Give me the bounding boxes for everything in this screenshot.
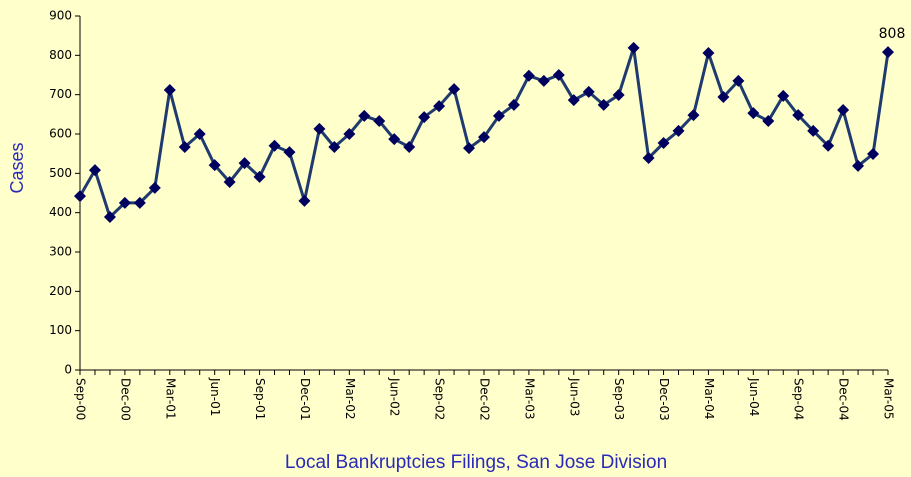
data-point bbox=[702, 46, 715, 59]
x-tick-label: Jun-02 bbox=[388, 377, 402, 416]
data-point bbox=[627, 41, 640, 54]
data-point bbox=[762, 115, 775, 128]
y-tick-label: 500 bbox=[49, 166, 72, 180]
data-point bbox=[837, 104, 850, 117]
x-tick-label: Mar-02 bbox=[343, 378, 357, 419]
y-tick-label: 100 bbox=[49, 323, 72, 337]
data-point bbox=[433, 100, 446, 113]
x-tick-label: Dec-03 bbox=[657, 378, 671, 421]
data-point bbox=[522, 69, 535, 82]
x-tick-label: Sep-01 bbox=[253, 378, 267, 420]
x-tick-label: Dec-01 bbox=[298, 378, 312, 421]
data-point bbox=[807, 124, 820, 137]
data-point bbox=[148, 181, 161, 194]
data-point bbox=[223, 175, 236, 188]
data-point bbox=[448, 83, 461, 96]
x-tick-label: Sep-02 bbox=[433, 378, 447, 420]
x-axis-title: Local Bankruptcies Filings, San Jose Div… bbox=[285, 452, 667, 473]
y-tick-label: 300 bbox=[49, 245, 72, 259]
data-point bbox=[567, 94, 580, 107]
data-point bbox=[792, 109, 805, 122]
data-point bbox=[732, 74, 745, 87]
data-point bbox=[103, 210, 116, 223]
data-point bbox=[672, 124, 685, 137]
x-tick-label: Sep-04 bbox=[792, 378, 806, 420]
x-tick-label: Jun-01 bbox=[208, 377, 222, 416]
data-point bbox=[74, 190, 86, 203]
x-tick-label: Dec-00 bbox=[118, 378, 132, 421]
data-point bbox=[882, 46, 894, 59]
data-point bbox=[463, 142, 476, 155]
data-point bbox=[118, 196, 131, 209]
data-point bbox=[403, 140, 416, 153]
data-point bbox=[178, 140, 191, 153]
data-point bbox=[642, 151, 655, 164]
data-point bbox=[777, 89, 790, 102]
x-tick-label: Jun-04 bbox=[747, 377, 761, 416]
data-point bbox=[268, 139, 281, 152]
y-tick-label: 700 bbox=[49, 87, 72, 101]
data-point bbox=[283, 146, 296, 159]
data-point bbox=[478, 131, 490, 144]
data-point bbox=[88, 164, 101, 177]
data-point bbox=[507, 98, 520, 111]
data-point bbox=[313, 122, 326, 135]
y-tick-label: 0 bbox=[64, 363, 72, 377]
x-tick-label: Mar-04 bbox=[702, 378, 716, 419]
data-point bbox=[612, 89, 625, 102]
y-tick-label: 600 bbox=[49, 127, 72, 141]
data-point bbox=[238, 157, 251, 170]
x-tick-label: Sep-03 bbox=[612, 378, 626, 420]
data-point bbox=[492, 109, 505, 122]
data-point bbox=[358, 109, 371, 122]
data-point bbox=[298, 194, 311, 207]
data-point bbox=[253, 170, 266, 183]
x-tick-label: Mar-03 bbox=[522, 378, 536, 419]
x-tick-label: Mar-05 bbox=[882, 378, 896, 419]
data-point bbox=[852, 159, 865, 172]
x-tick-label: Jun-03 bbox=[567, 377, 581, 416]
y-tick-label: 400 bbox=[49, 205, 72, 219]
data-point bbox=[208, 159, 221, 172]
data-point bbox=[597, 98, 610, 111]
data-point bbox=[133, 196, 146, 209]
x-tick-label: Dec-04 bbox=[837, 378, 851, 421]
y-tick-label: 900 bbox=[49, 9, 72, 23]
x-tick-label: Mar-01 bbox=[163, 378, 177, 419]
data-point bbox=[867, 148, 880, 161]
data-point bbox=[747, 107, 760, 120]
data-label: 808 bbox=[879, 26, 906, 42]
x-tick-label: Sep-00 bbox=[74, 378, 88, 420]
data-point bbox=[193, 128, 206, 140]
y-tick-label: 800 bbox=[49, 48, 72, 62]
data-point bbox=[687, 109, 700, 122]
data-point bbox=[582, 85, 595, 98]
data-point bbox=[388, 133, 401, 146]
y-tick-label: 200 bbox=[49, 284, 72, 298]
data-point bbox=[418, 111, 431, 124]
x-tick-label: Dec-02 bbox=[478, 378, 492, 421]
data-point bbox=[657, 137, 670, 150]
data-point bbox=[822, 139, 835, 152]
y-axis-title: Cases bbox=[7, 142, 27, 193]
data-point bbox=[537, 74, 550, 87]
data-point bbox=[343, 128, 356, 140]
data-point bbox=[552, 69, 565, 81]
data-point bbox=[717, 91, 730, 104]
data-point bbox=[163, 83, 176, 96]
data-point bbox=[328, 140, 341, 153]
data-point bbox=[373, 115, 386, 128]
